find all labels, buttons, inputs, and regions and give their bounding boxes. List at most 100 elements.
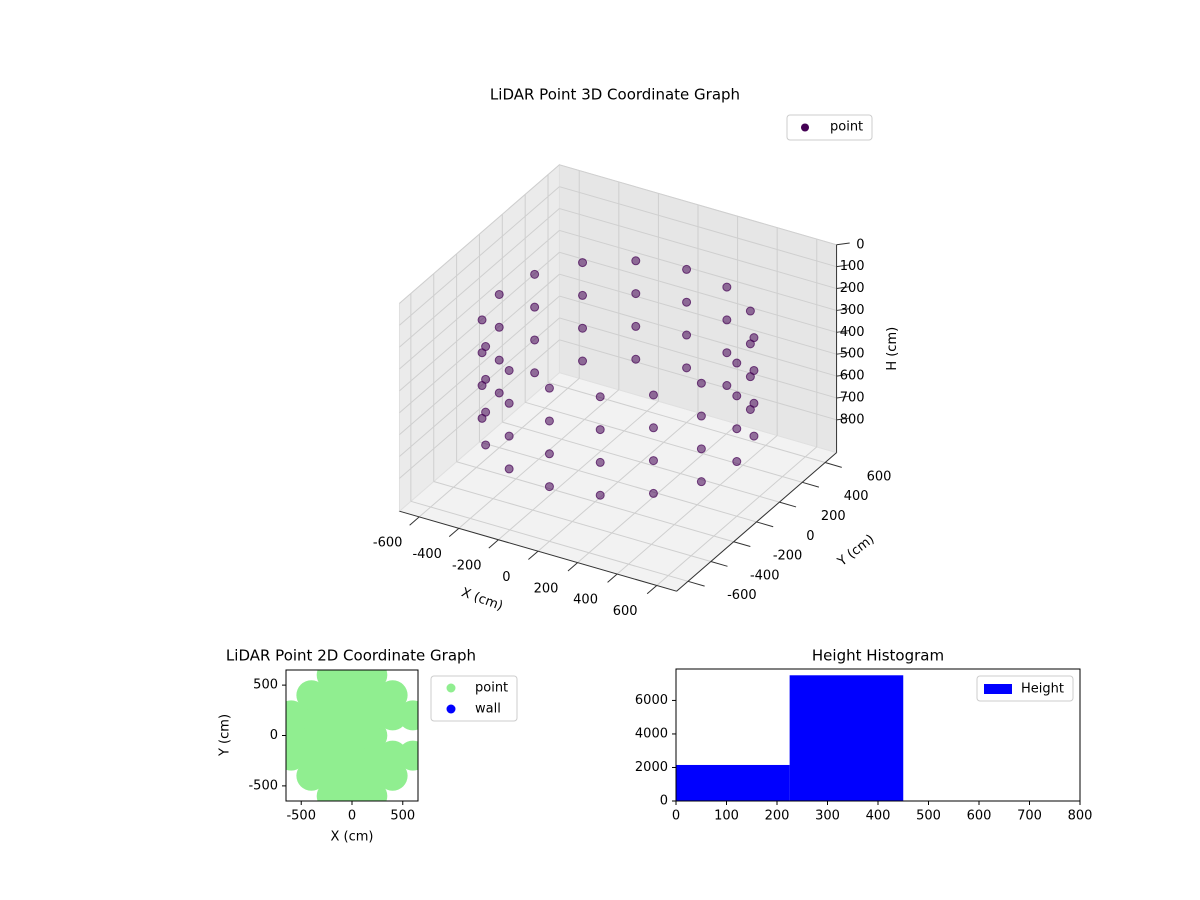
grid-line — [410, 500, 689, 582]
x-tick-label: -600 — [373, 536, 403, 551]
x-tick-label: 100 — [714, 809, 739, 824]
point — [631, 289, 641, 299]
z-tick-label: 100 — [840, 259, 865, 274]
x-tick-label: 0 — [502, 570, 510, 585]
plot-area — [286, 670, 418, 801]
y-tick-label: -600 — [727, 588, 757, 603]
x-tick-label: -200 — [452, 558, 482, 573]
tick-mark — [836, 242, 850, 246]
tick-mark — [836, 286, 850, 290]
point — [749, 431, 759, 441]
grid-line — [433, 481, 711, 562]
grid-line — [559, 339, 837, 421]
bar — [789, 675, 904, 801]
point — [745, 339, 755, 349]
tick-mark — [567, 562, 578, 572]
point — [504, 464, 514, 474]
legend-box — [786, 114, 873, 141]
point — [494, 289, 504, 299]
grid-line — [559, 295, 837, 377]
y-tick-label: 500 — [253, 678, 278, 693]
x-tick-label: 600 — [613, 604, 638, 619]
y-tick-label: -400 — [750, 568, 780, 583]
x-tick-label: 200 — [534, 581, 559, 596]
point — [530, 302, 540, 312]
point — [477, 413, 487, 423]
tick-mark — [836, 395, 850, 399]
tick-mark — [836, 417, 850, 421]
tick-mark — [528, 550, 539, 560]
grid-line — [479, 441, 757, 523]
point — [530, 335, 540, 345]
y-tick-label: 6000 — [635, 693, 668, 708]
point — [544, 482, 554, 492]
tick-mark — [710, 561, 728, 567]
z-axis-label: H (cm) — [885, 327, 900, 371]
z-tick-label: 700 — [840, 390, 865, 405]
point — [544, 416, 554, 426]
grid-line — [399, 230, 560, 370]
point — [357, 670, 388, 691]
point — [397, 700, 418, 731]
y-tick-label: 600 — [867, 469, 892, 484]
legend-marker — [984, 684, 1012, 694]
grid-line — [559, 164, 837, 246]
point — [696, 444, 706, 454]
point — [544, 383, 554, 393]
point — [722, 315, 732, 325]
x-tick-label: -400 — [412, 547, 442, 562]
point — [682, 264, 692, 274]
point — [732, 457, 742, 467]
point — [696, 378, 706, 388]
x-tick-label: 500 — [916, 809, 941, 824]
legend-marker — [801, 123, 809, 132]
legend-label: wall — [475, 702, 501, 717]
x-tick-label: 700 — [1017, 809, 1042, 824]
point — [732, 358, 742, 368]
x-tick-label: 300 — [815, 809, 840, 824]
tick-mark — [836, 351, 850, 355]
tick-mark — [802, 481, 820, 488]
point — [722, 282, 732, 292]
point — [696, 411, 706, 421]
x-tick-label: 0 — [672, 809, 680, 824]
x-axis-line — [399, 510, 677, 592]
x-axis-label: X (cm) — [331, 830, 374, 845]
y-tick-label: 0 — [660, 794, 668, 809]
point — [494, 355, 504, 365]
point — [477, 348, 487, 358]
tick-mark — [448, 527, 460, 538]
legend-label: point — [830, 120, 863, 135]
grid-line — [559, 208, 837, 290]
point — [530, 269, 540, 279]
z-tick-label: 200 — [840, 281, 865, 296]
legend-label: point — [475, 681, 508, 696]
tick-mark — [687, 580, 705, 587]
y-tick-label: 2000 — [635, 760, 668, 775]
point — [648, 390, 658, 400]
point — [504, 398, 514, 408]
y-tick-label: -500 — [248, 778, 278, 793]
point — [578, 356, 588, 366]
x-tick-label: 500 — [390, 809, 415, 824]
grid-line — [456, 461, 734, 543]
point — [477, 315, 487, 325]
z-tick-label: 300 — [840, 303, 865, 318]
y-tick-label: 4000 — [635, 726, 668, 741]
point — [494, 322, 504, 332]
tick-mark — [488, 539, 499, 549]
x-tick-label: 400 — [573, 593, 598, 608]
point — [696, 477, 706, 487]
grid-line — [399, 164, 560, 304]
grid-line — [399, 295, 560, 436]
tick-mark — [733, 541, 751, 547]
point — [377, 680, 408, 711]
grid-line — [399, 186, 560, 326]
point — [745, 404, 755, 414]
tick-mark — [646, 585, 658, 595]
point — [578, 323, 588, 333]
z-tick-label: 400 — [840, 325, 865, 340]
legend-marker — [446, 683, 456, 693]
point — [648, 488, 658, 498]
